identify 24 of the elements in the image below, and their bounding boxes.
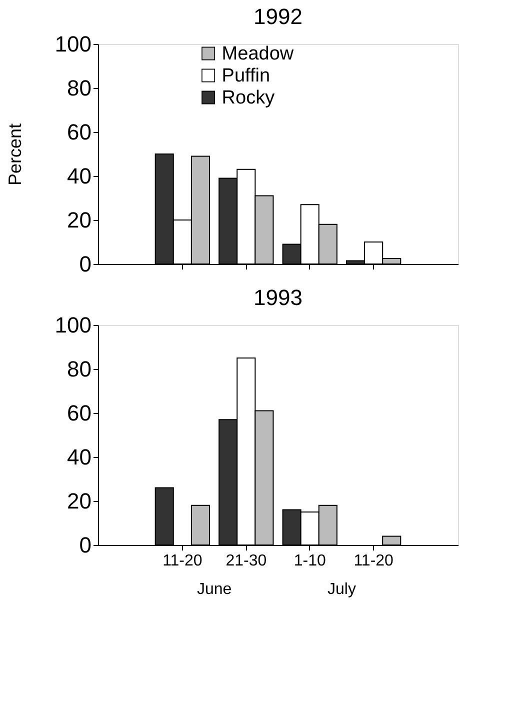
chart-title: 1993	[254, 285, 302, 310]
legend-label: Rocky	[222, 88, 276, 108]
x-tick-label: 11-20	[354, 552, 394, 570]
y-tick-label: 40	[67, 164, 92, 188]
y-tick-label: 20	[67, 488, 92, 514]
y-tick-label: 60	[67, 120, 92, 144]
x-tick-label: 1-10	[294, 552, 326, 570]
y-tick-label: 60	[67, 400, 92, 426]
text: June	[196, 581, 232, 598]
y-tick-label: 20	[67, 208, 92, 232]
text: July	[327, 581, 356, 598]
y-axis-title: Percent	[4, 123, 25, 186]
legend-label: Puffin	[222, 66, 270, 86]
y-tick-label: 100	[54, 32, 92, 56]
y-tick-label: 100	[54, 312, 92, 338]
legend-label: Meadow	[222, 44, 294, 64]
x-tick-label: 11-20	[162, 552, 202, 570]
y-tick-label: 40	[67, 444, 92, 470]
chart-title: 1992	[254, 4, 302, 29]
y-tick-label: 80	[67, 356, 92, 382]
y-tick-label: 80	[67, 76, 92, 100]
y-tick-label: 0	[79, 252, 92, 276]
x-tick-label: 21-30	[226, 552, 267, 570]
y-tick-label: 0	[79, 532, 92, 558]
